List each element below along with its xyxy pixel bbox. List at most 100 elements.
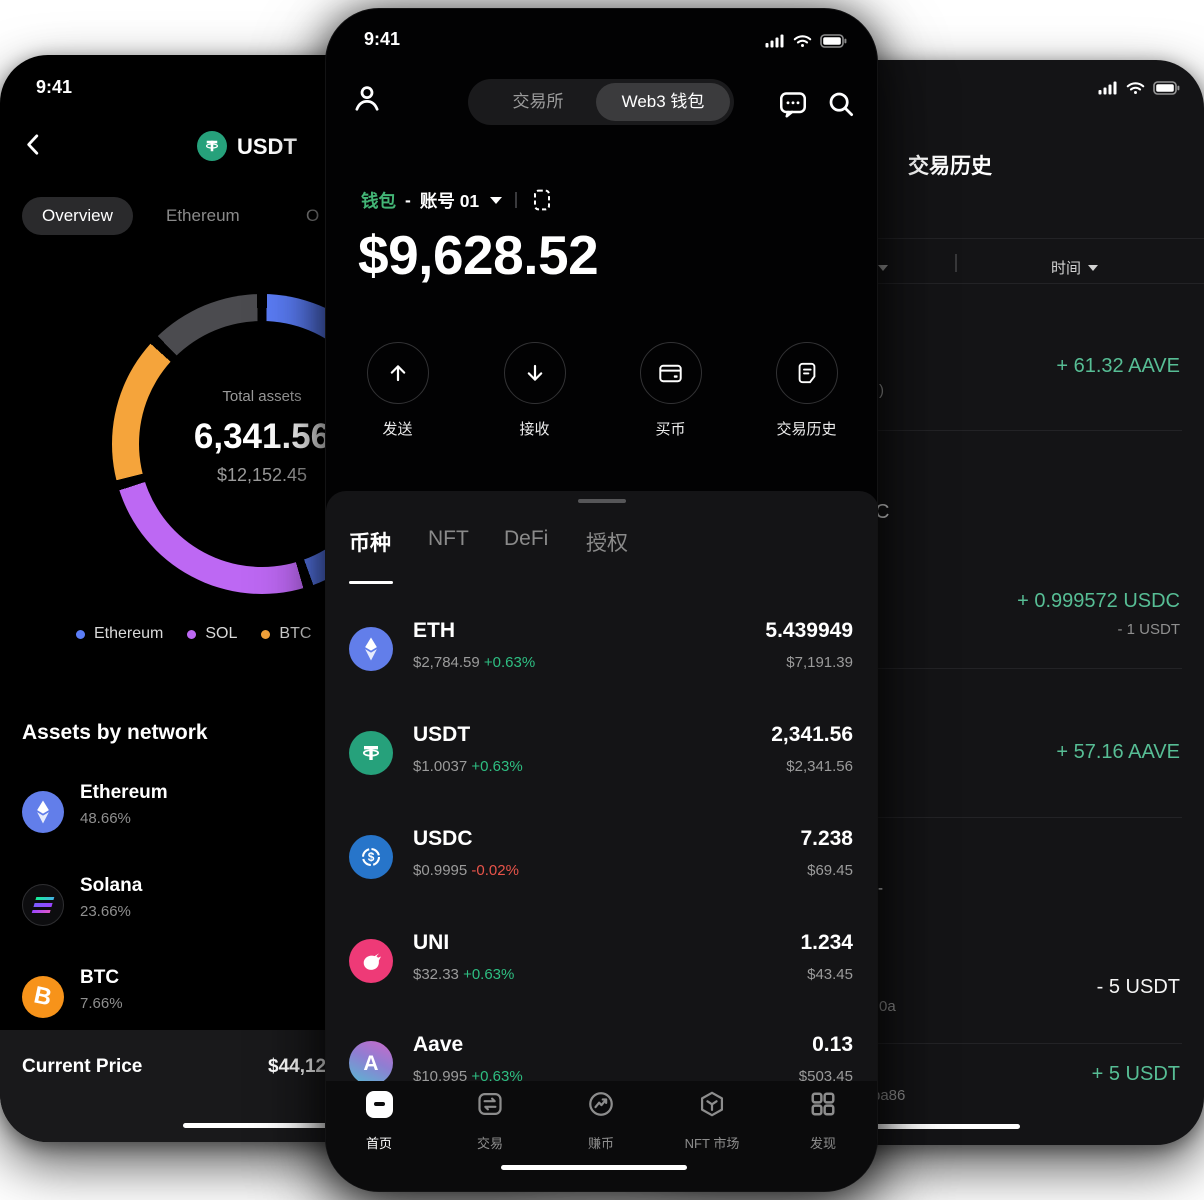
profile-button[interactable] xyxy=(352,83,382,118)
token-price: $0.9995 xyxy=(413,862,468,879)
home-indicator xyxy=(183,1123,369,1128)
token-price: $10.995 xyxy=(413,1068,468,1081)
search-button[interactable] xyxy=(826,89,856,124)
token-price-line: $2,784.59 +0.63% xyxy=(413,654,535,671)
aave-token-icon: A xyxy=(349,1041,393,1081)
account-selector[interactable]: 钱包 - 账号 01 xyxy=(361,187,554,213)
tab-third-clipped[interactable]: O xyxy=(306,206,320,225)
tx-address-fragment: 0a xyxy=(879,998,896,1015)
tab-defi[interactable]: DeFi xyxy=(504,527,549,550)
legend-dot-btc xyxy=(261,629,271,639)
tx-address-fragment: ba86 xyxy=(872,1087,906,1104)
assets-sheet: 币种 NFT DeFi 授权 ETH $2,784.59 +0.63% 5.43… xyxy=(326,491,877,1081)
clipped-text-fragment: - xyxy=(878,880,883,897)
tab-approvals[interactable]: 授权 xyxy=(586,532,628,555)
token-fiat: $503.45 xyxy=(798,1068,853,1081)
btc-icon: B xyxy=(22,976,64,1018)
token-amount: 2,341.56 xyxy=(771,723,853,746)
token-price-line: $32.33 +0.63% xyxy=(413,966,514,983)
clipped-text-fragment: ) xyxy=(879,382,884,399)
network-name: BTC xyxy=(80,967,120,988)
section-heading: Assets by network xyxy=(22,721,208,744)
tab-overview[interactable]: Overview xyxy=(22,197,133,235)
wallet-label: 钱包 xyxy=(361,190,396,211)
action-history[interactable]: 交易历史 xyxy=(744,342,869,439)
back-button[interactable] xyxy=(20,131,46,157)
scan-icon[interactable] xyxy=(530,188,554,212)
home-indicator xyxy=(501,1165,687,1170)
home-indicator xyxy=(834,1124,1020,1129)
tab-tokens[interactable]: 币种 xyxy=(349,532,391,555)
legend-item: BTC xyxy=(261,625,311,643)
battery-icon xyxy=(1153,80,1180,95)
solana-icon xyxy=(22,884,64,926)
tab-web3-wallet[interactable]: Web3 钱包 xyxy=(596,83,730,121)
chat-icon xyxy=(779,92,806,118)
nav-label: NFT 市场 xyxy=(684,1136,740,1151)
token-fiat: $2,341.56 xyxy=(786,758,853,775)
chat-button[interactable] xyxy=(778,89,808,124)
clipped-text-fragment: C xyxy=(875,501,890,523)
action-label: 交易历史 xyxy=(776,421,837,438)
token-symbol: USDC xyxy=(413,827,473,850)
tx-amount: - 5 USDT xyxy=(1096,976,1180,998)
token-amount: 0.13 xyxy=(812,1033,853,1056)
status-time: 9:41 xyxy=(36,77,73,97)
tab-nft[interactable]: NFT xyxy=(428,527,469,550)
legend-item: Ethereum xyxy=(76,625,163,643)
bottom-nav: 首页 交易 赚币 NFT 市场 发现 xyxy=(326,1081,877,1191)
tab-exchange[interactable]: 交易所 xyxy=(512,92,564,111)
chevron-down-icon xyxy=(1088,264,1099,271)
wifi-icon xyxy=(793,35,812,47)
legend-label: Ethereum xyxy=(94,625,164,642)
token-amount: 5.439949 xyxy=(765,619,853,642)
action-label: 接收 xyxy=(519,421,550,438)
legend-dot-ethereum xyxy=(76,629,85,639)
divider xyxy=(651,668,1182,669)
current-price-label: Current Price xyxy=(22,1056,143,1077)
tx-amount: + 0.999572 USDC xyxy=(1017,590,1180,612)
network-percent: 48.66% xyxy=(80,810,131,827)
current-price-value: $44,12 xyxy=(268,1056,327,1077)
legend-label: BTC xyxy=(279,625,312,642)
drag-handle[interactable] xyxy=(578,499,626,503)
action-buy[interactable]: 买币 xyxy=(608,342,733,439)
earn-icon xyxy=(589,1092,613,1116)
divider xyxy=(651,1043,1182,1044)
token-amount: 7.238 xyxy=(800,827,853,850)
ethereum-icon xyxy=(22,791,64,833)
arrow-up-icon xyxy=(390,365,405,382)
home-icon xyxy=(365,1091,393,1118)
action-label: 发送 xyxy=(382,421,413,438)
token-price-line: $10.995 +0.63% xyxy=(413,1068,523,1081)
discover-grid-icon xyxy=(811,1092,835,1116)
token-price-line: $1.0037 +0.63% xyxy=(413,758,523,775)
account-name: 账号 01 xyxy=(419,190,480,211)
token-symbol: UNI xyxy=(413,931,450,954)
account-separator: - xyxy=(405,189,411,210)
network-name: Ethereum xyxy=(80,782,168,803)
action-send[interactable]: 发送 xyxy=(335,342,460,439)
action-receive[interactable]: 接收 xyxy=(472,342,597,439)
card-icon xyxy=(659,364,682,382)
trade-icon xyxy=(478,1092,502,1116)
tx-amount: + 57.16 AAVE xyxy=(1056,741,1180,763)
token-price: $2,784.59 xyxy=(413,654,480,671)
divider xyxy=(651,817,1182,818)
status-icons xyxy=(765,33,847,48)
donut-center-label: Total assets xyxy=(222,388,302,405)
tx-amount: + 5 USDT xyxy=(1091,1063,1180,1085)
token-fiat: $7,191.39 xyxy=(786,654,853,671)
person-icon xyxy=(355,86,379,111)
nav-label: 交易 xyxy=(476,1136,503,1151)
sort-by-time-button[interactable]: 时间 xyxy=(1051,257,1099,278)
history-title: 交易历史 xyxy=(908,155,992,178)
token-symbol: ETH xyxy=(413,619,455,642)
uni-token-icon xyxy=(349,939,393,983)
donut-center-fiat: $12,152.45 xyxy=(216,465,308,485)
tab-ethereum[interactable]: Ethereum xyxy=(166,206,240,225)
exchange-wallet-switcher: 交易所 Web3 钱包 xyxy=(468,79,734,125)
eth-token-icon xyxy=(349,627,393,671)
token-change: +0.63% xyxy=(463,966,515,983)
tx-amount: + 61.32 AAVE xyxy=(1056,355,1180,377)
